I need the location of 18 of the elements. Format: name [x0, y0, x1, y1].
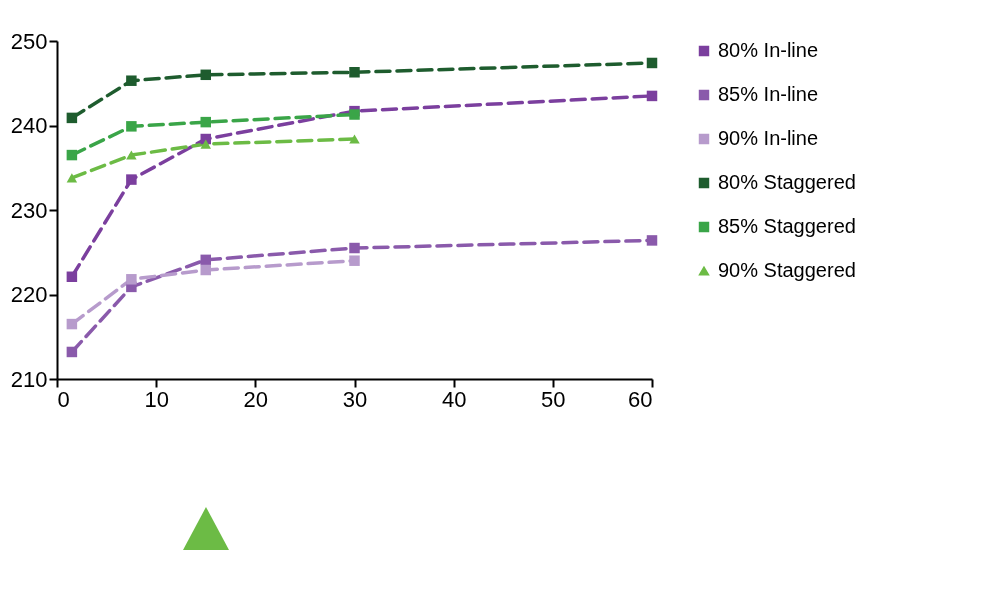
x-tick-label: 50 — [541, 386, 566, 412]
legend-label: 90% Staggered — [718, 259, 856, 281]
legend-label: 85% In-line — [718, 83, 819, 105]
legend-label: 80% In-line — [718, 39, 819, 61]
legend-label: 90% In-line — [718, 127, 819, 149]
x-tick-label: 0 — [57, 386, 70, 412]
x-tick-label: 10 — [144, 386, 169, 412]
x-tick-label: 30 — [342, 386, 368, 412]
y-tick-label: 220 — [10, 282, 48, 307]
x-tick-label: 40 — [441, 386, 467, 412]
legend-label: 85% Staggered — [718, 215, 856, 237]
x-tick-label: 20 — [243, 386, 269, 412]
y-tick-label: 210 — [10, 366, 48, 392]
x-tick-label: 60 — [628, 386, 653, 412]
legend-label: 80% Staggered — [718, 171, 856, 193]
y-tick-label: 250 — [10, 28, 48, 54]
y-tick-label: 240 — [10, 113, 48, 138]
y-tick-label: 230 — [10, 197, 48, 223]
